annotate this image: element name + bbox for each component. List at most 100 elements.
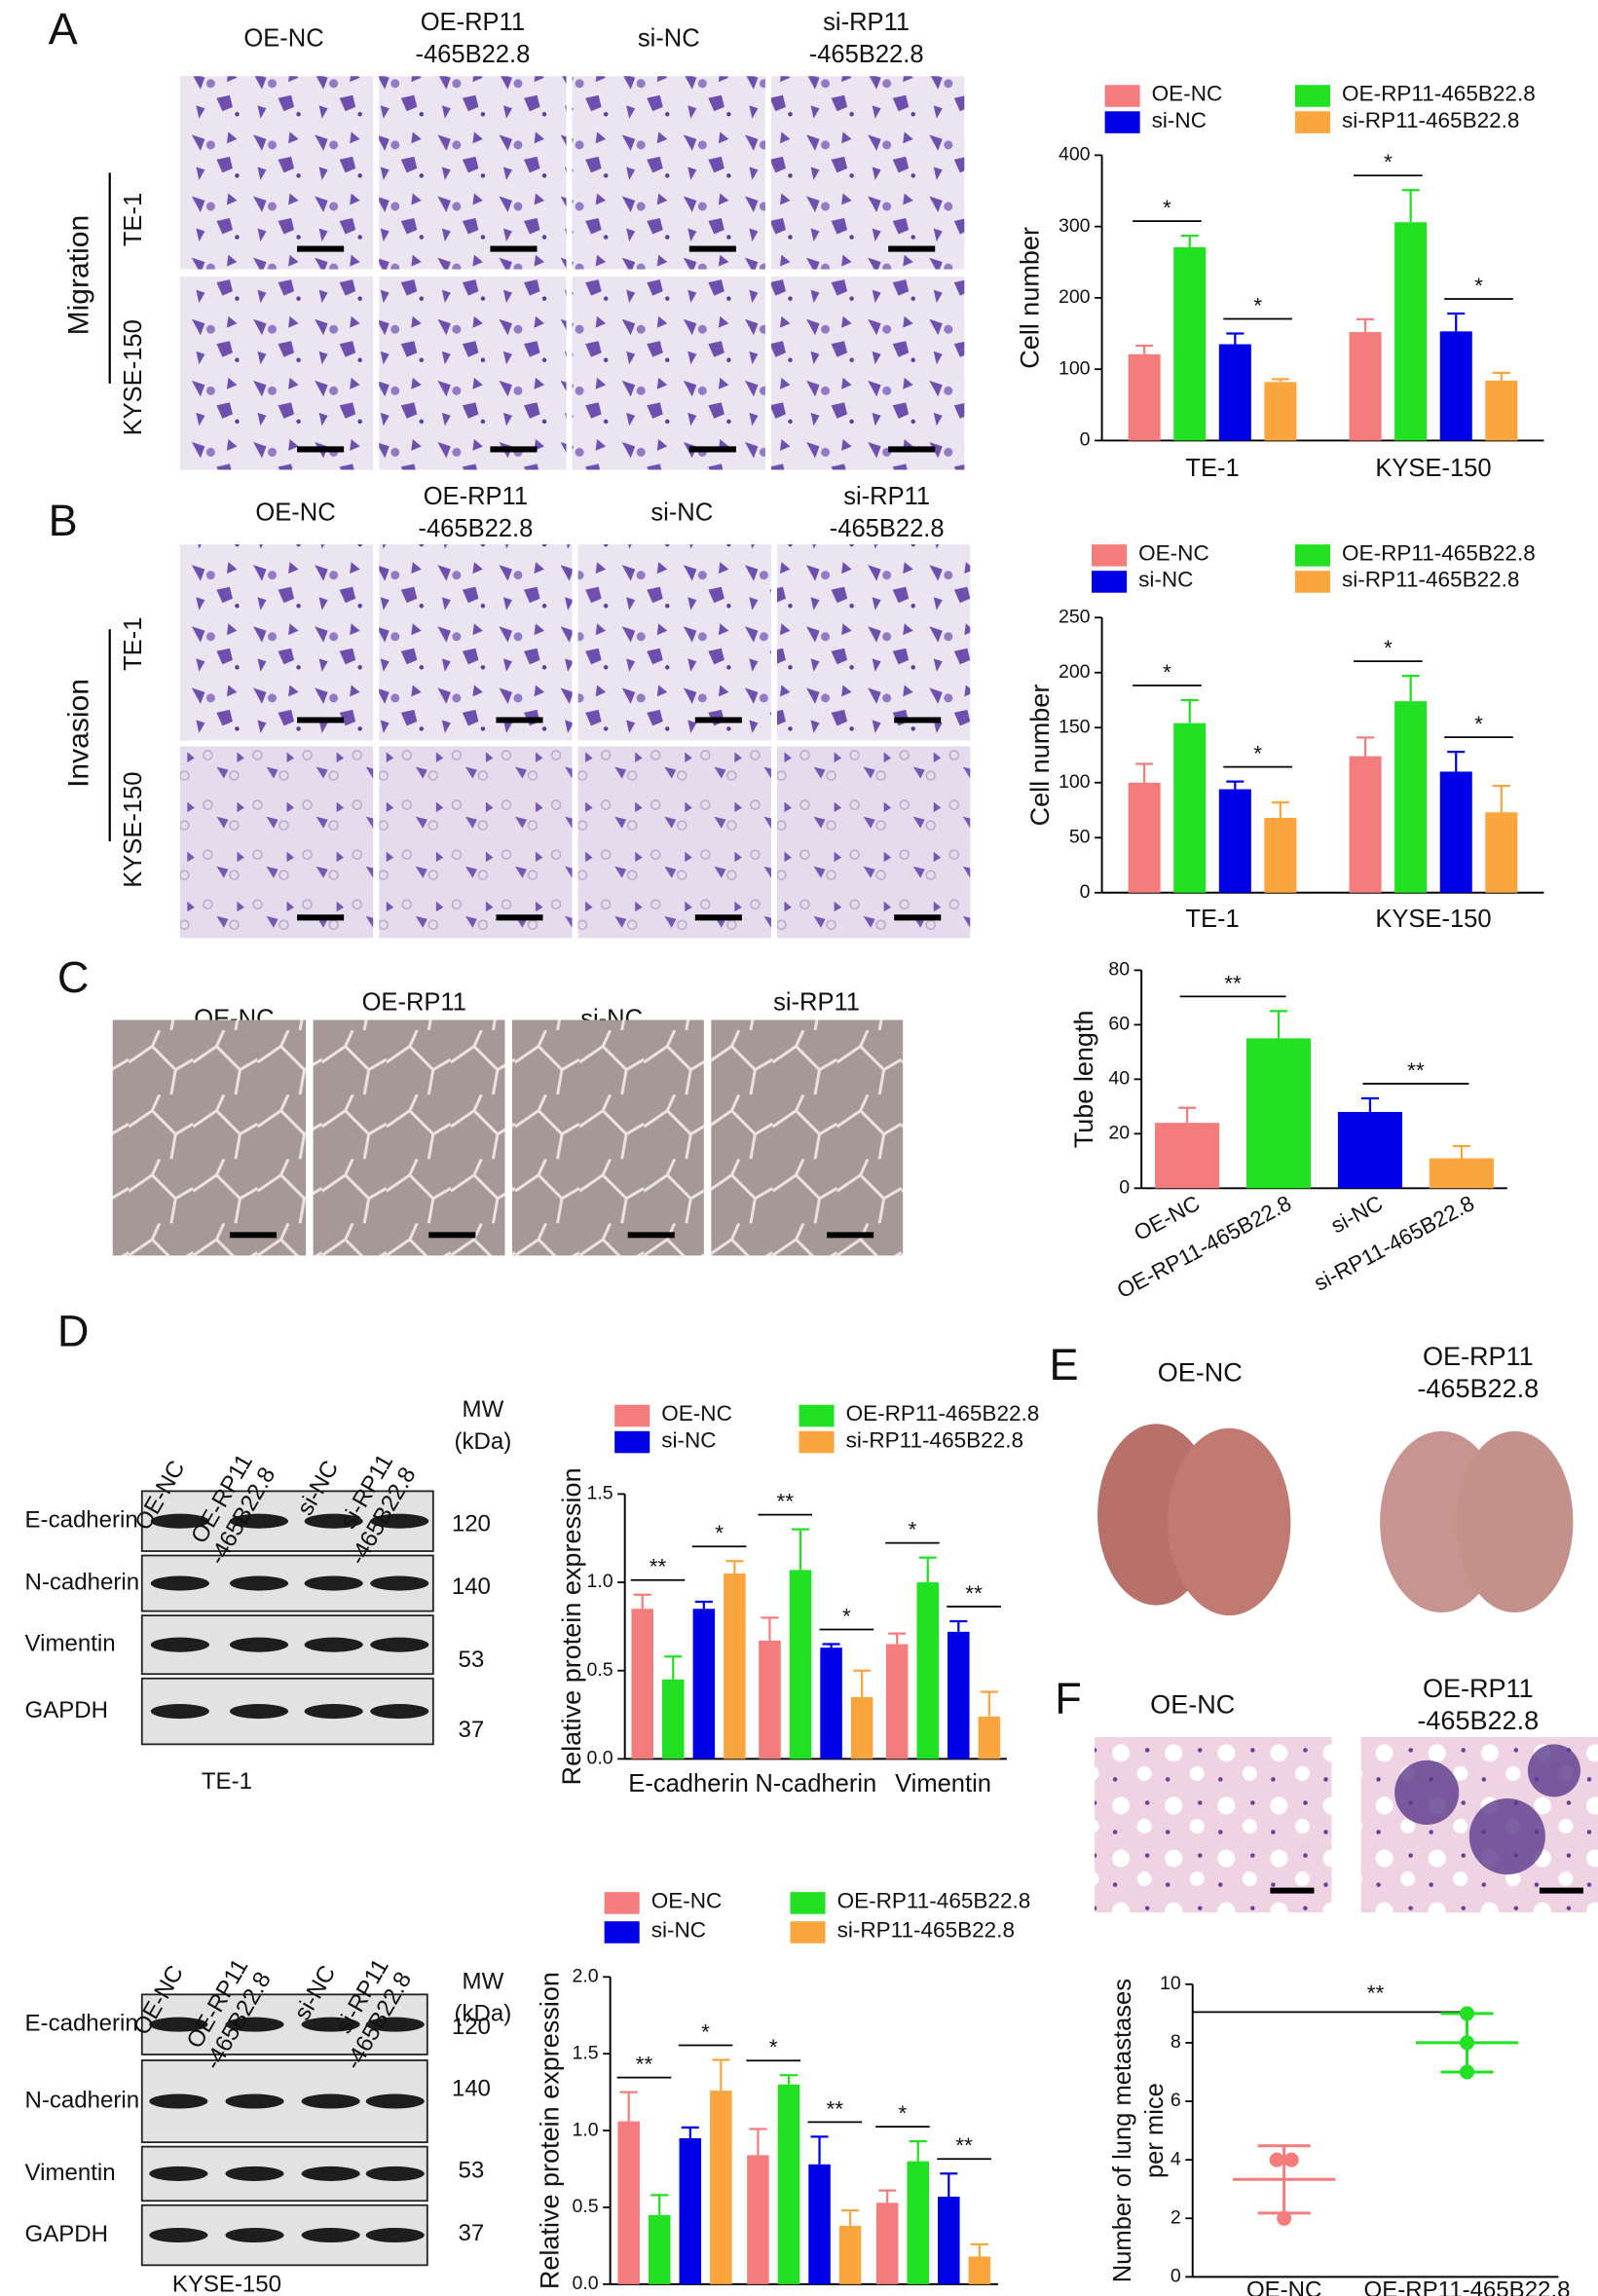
legend-label: OE-RP11-465B22.8 — [1342, 82, 1536, 106]
legend-label: si-RP11-465B22.8 — [846, 1427, 1023, 1452]
protein-label: Vimentin — [25, 2160, 116, 2186]
bar — [1439, 771, 1472, 893]
micrograph — [379, 277, 567, 470]
micrograph — [572, 277, 765, 470]
column-header: si-RP11 — [773, 989, 860, 1017]
column-header: OE-NC — [255, 499, 335, 526]
mw-label: 120 — [452, 2014, 491, 2040]
micrograph — [511, 1019, 704, 1256]
x-tick-label: TE-1 — [1185, 906, 1239, 933]
blot-band — [150, 1704, 209, 1720]
blot-band — [225, 2228, 284, 2243]
legend-label: si-RP11-465B22.8 — [1342, 568, 1519, 592]
protein-label: N-cadherin — [25, 1569, 140, 1595]
legend-label: OE-NC — [651, 1889, 723, 1913]
lung-lobe — [1456, 1430, 1574, 1613]
data-point — [1283, 2152, 1299, 2167]
significance-label: * — [701, 2019, 710, 2044]
x-tick-label: OE-NC — [1130, 1191, 1204, 1245]
column-header: si-RP11 — [843, 483, 930, 510]
bar — [938, 2196, 960, 2284]
histology-image — [1095, 1736, 1332, 1913]
micrograph — [776, 544, 971, 741]
y-tick-label: 20 — [1108, 1123, 1130, 1144]
bar — [1128, 353, 1161, 441]
bar — [885, 1644, 909, 1759]
significance-label: * — [715, 1521, 724, 1545]
y-tick-label: 2 — [1171, 2206, 1181, 2228]
bar — [808, 2164, 831, 2284]
column-header: si-NC — [650, 499, 713, 526]
blot-band — [150, 1513, 209, 1529]
blot-band — [150, 1575, 209, 1591]
y-tick-label: 400 — [1059, 144, 1091, 166]
legend-label: OE-RP11-465B22.8 — [846, 1401, 1040, 1426]
panel-letter: A — [49, 4, 78, 54]
blot-band — [229, 1637, 289, 1652]
y-axis-label: per mice — [1141, 2083, 1169, 2178]
protein-label: E-cadherin — [25, 1507, 138, 1534]
bar — [661, 1679, 685, 1759]
panel-letter: B — [49, 496, 78, 545]
bar — [1349, 756, 1382, 893]
bar — [789, 1570, 812, 1759]
legend-swatch — [1294, 544, 1330, 567]
y-tick-label: 0 — [1080, 881, 1091, 903]
y-tick-label: 0.0 — [587, 1748, 613, 1769]
significance-label: * — [1253, 742, 1262, 766]
bar — [648, 2214, 671, 2284]
blot-band — [365, 2228, 425, 2243]
row-label: TE-1 — [120, 193, 147, 246]
y-axis-label: Number of lung metastases — [1109, 1979, 1136, 2282]
bar — [710, 2091, 732, 2284]
significance-label: ** — [650, 1555, 667, 1579]
blot-band — [301, 2093, 360, 2109]
y-tick-label: 10 — [1160, 1973, 1181, 1994]
data-point — [1277, 2210, 1292, 2226]
micrograph — [711, 1019, 904, 1256]
significance-label: * — [842, 1604, 851, 1628]
mw-label: 120 — [452, 1510, 491, 1537]
significance-label: ** — [1224, 971, 1242, 995]
bar — [1439, 331, 1472, 441]
mw-label: 37 — [459, 1717, 485, 1743]
blot-band — [304, 1637, 363, 1652]
significance-label: ** — [776, 1490, 794, 1514]
micrograph — [379, 544, 573, 741]
bar — [759, 1640, 781, 1759]
blot-band — [365, 2166, 425, 2181]
column-header: -465B22.8 — [415, 41, 530, 68]
blot-caption: TE-1 — [202, 1768, 252, 1795]
y-tick-label: 0.5 — [587, 1659, 613, 1681]
x-tick-label: Vimentin — [895, 1770, 991, 1797]
row-label: KYSE-150 — [120, 319, 147, 435]
legend-label: si-NC — [1138, 568, 1193, 592]
legend-label: OE-NC — [661, 1401, 732, 1426]
mw-header: (kDa) — [455, 2001, 512, 2027]
significance-label: * — [1253, 293, 1262, 317]
column-header: -465B22.8 — [1417, 1374, 1539, 1403]
column-header: -465B22.8 — [1417, 1706, 1539, 1735]
blot-band — [365, 2017, 425, 2032]
blot-band — [229, 1704, 289, 1720]
bar — [692, 1609, 716, 1759]
panel-letter: C — [57, 952, 90, 1002]
y-tick-label: 300 — [1059, 215, 1091, 237]
blot-band — [365, 2093, 425, 2109]
mw-header: MW — [463, 1396, 504, 1423]
group-label: Migration — [63, 215, 95, 336]
column-header: OE-NC — [1150, 1689, 1235, 1719]
blot-band — [304, 1704, 363, 1720]
y-tick-label: 0 — [1119, 1176, 1130, 1198]
micrograph — [572, 76, 765, 270]
y-axis-label: Relative protein expression — [536, 1972, 565, 2289]
significance-label: * — [769, 2035, 778, 2059]
x-tick-label: KYSE-150 — [1375, 455, 1491, 482]
micrograph — [179, 544, 374, 741]
panel-letter: E — [1049, 1340, 1078, 1389]
significance-label: ** — [955, 2133, 973, 2158]
y-tick-label: 2.0 — [572, 1965, 598, 1986]
y-tick-label: 1.5 — [572, 2042, 598, 2063]
legend-label: si-NC — [651, 1918, 706, 1943]
